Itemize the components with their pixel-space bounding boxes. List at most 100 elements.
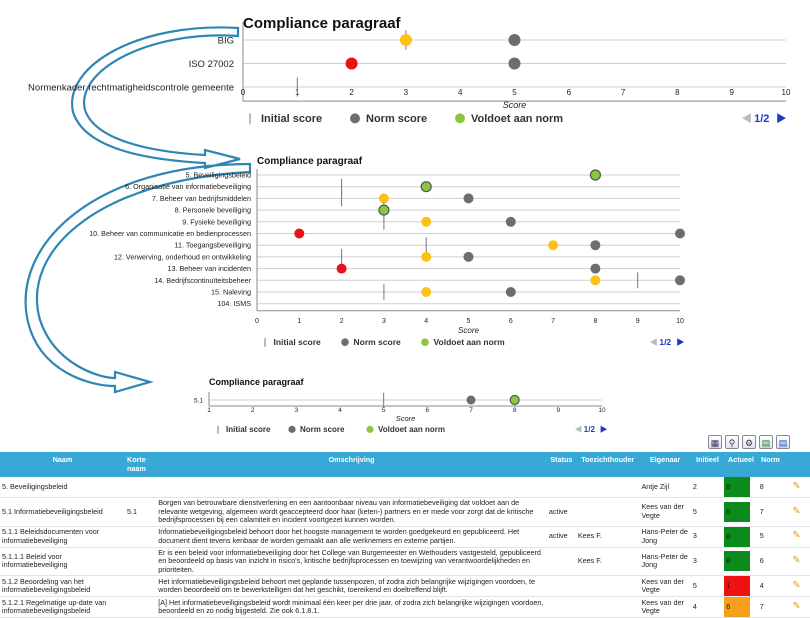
col-actueel[interactable]: Actueel — [724, 452, 758, 477]
cell-omschrijving: [A] Het informatiebeveiligingsbeleid wor… — [156, 596, 547, 618]
x-tick-label: 0 — [241, 88, 246, 97]
legend-norm-icon — [341, 338, 349, 347]
x-tick-label: 7 — [469, 407, 473, 414]
x-tick-label: 0 — [255, 318, 259, 325]
legend-initial-label[interactable]: Initial score — [261, 113, 322, 125]
col-edit — [783, 452, 810, 477]
legend-voldoet-icon — [455, 113, 465, 124]
table-row[interactable]: 5.1 Informatiebeveiligingsbeleid 5.1 Borge… — [0, 497, 810, 527]
category-label: BIG — [218, 35, 234, 46]
category-label: 12. Verwerving, onderhoud en ontwikkelin… — [114, 252, 251, 261]
legend-voldoet-label[interactable]: Voldoet aan norm — [471, 113, 563, 125]
cell-status — [546, 477, 576, 498]
legend-norm-label[interactable]: Norm score — [300, 425, 345, 434]
legend-norm-label[interactable]: Norm score — [354, 337, 402, 347]
col-korte-naam[interactable]: Korte naam — [125, 452, 157, 477]
pager-next-icon[interactable] — [600, 425, 607, 433]
table-row[interactable]: 5.1.1 Beleidsdocumenten voor informatieb… — [0, 526, 810, 548]
settings-icon[interactable]: ⚙ — [742, 435, 756, 449]
pager-next-icon[interactable] — [777, 113, 786, 124]
cell-initieel: 2 — [690, 477, 725, 498]
actueel-value: 1 — [724, 576, 751, 596]
x-tick-label: 2 — [251, 407, 255, 414]
category-label: 104. ISMS — [217, 299, 251, 308]
actual-score-point — [378, 193, 389, 204]
cell-eigenaar: Hans-Peter de Jong — [639, 547, 691, 576]
actual-score-point — [421, 287, 432, 297]
pager-prev-icon[interactable] — [575, 425, 582, 433]
cell-norm: 8 — [757, 477, 784, 498]
norm-score-point — [463, 251, 474, 262]
table-row[interactable]: 5. Beveiligingsbeleid Antje Zijl 2 8 8 ✎ — [0, 477, 810, 498]
excel-icon[interactable]: ▤ — [759, 435, 773, 449]
x-tick-label: 9 — [557, 407, 561, 414]
legend-norm-label[interactable]: Norm score — [366, 113, 427, 125]
legend-voldoet-label[interactable]: Voldoet aan norm — [378, 425, 445, 434]
cell-eigenaar: Kees van der Vegte — [639, 596, 691, 618]
cell-actueel: 8 — [724, 547, 758, 576]
actual-score-point — [399, 34, 412, 46]
pager-label: 1/2 — [659, 337, 671, 347]
x-tick-label: 5 — [382, 407, 386, 414]
word-icon[interactable]: ▤ — [776, 435, 790, 449]
cell-toezichthouder — [575, 497, 640, 527]
cell-eigenaar: Antje Zijl — [639, 477, 691, 498]
category-label: 10. Beheer van communicatie en bedienpro… — [89, 229, 251, 238]
compliance-chart-bottom: Compliance paragraaf 5.1 1 2 3 4 5 6 7 8 9 10 Score I… — [194, 377, 607, 434]
col-status[interactable]: Status — [546, 452, 576, 477]
pager-next-icon[interactable] — [677, 338, 684, 346]
x-tick-label: 8 — [593, 318, 597, 325]
x-tick-label: 3 — [404, 88, 409, 97]
cell-norm: 7 — [757, 497, 784, 527]
filter-icon[interactable]: ⚲ — [725, 435, 739, 449]
legend-voldoet-icon — [421, 338, 429, 347]
edit-pencil-icon[interactable]: ✎ — [783, 596, 810, 618]
table-toolbar: ▦ ⚲ ⚙ ▤ ▤ — [708, 435, 790, 449]
pager-prev-icon[interactable] — [650, 338, 657, 346]
category-label: 5.1 — [194, 397, 203, 404]
legend-voldoet-label[interactable]: Voldoet aan norm — [434, 337, 506, 347]
actueel-value: 8 — [724, 526, 751, 547]
x-tick-label: 3 — [295, 407, 299, 414]
col-naam[interactable]: Naam — [0, 452, 125, 477]
x-tick-label: 8 — [675, 88, 680, 97]
legend-initial-label[interactable]: Initial score — [274, 337, 322, 347]
table-row[interactable]: 5.1.2.1 Regelmatige up-date van informat… — [0, 596, 810, 618]
cell-actueel: 8 — [724, 526, 758, 548]
norm-score-point — [675, 228, 685, 239]
col-eigenaar[interactable]: Eigenaar — [639, 452, 691, 477]
cell-eigenaar: Hans-Peter de Jong — [639, 526, 691, 548]
x-tick-label: 10 — [598, 407, 606, 414]
category-label: 14. Bedrijfscontinuïteitsbeheer — [154, 276, 251, 285]
edit-pencil-icon[interactable]: ✎ — [783, 477, 810, 498]
calendar-icon[interactable]: ▦ — [708, 435, 722, 449]
norm-score-point — [466, 395, 476, 405]
edit-pencil-icon[interactable]: ✎ — [783, 526, 810, 548]
category-label: 6. Organisatie van informatiebeveiliging — [125, 182, 251, 191]
edit-pencil-icon[interactable]: ✎ — [783, 575, 810, 597]
cell-korte-naam — [125, 477, 157, 498]
x-tick-label: 4 — [338, 407, 342, 414]
pager-prev-icon[interactable] — [742, 113, 751, 124]
col-omschrijving[interactable]: Omschrijving — [156, 452, 547, 477]
edit-pencil-icon[interactable]: ✎ — [783, 547, 810, 576]
col-initieel[interactable]: Initieel — [690, 452, 725, 477]
col-toezichthouder[interactable]: Toezichthouder — [575, 452, 640, 477]
edit-pencil-icon[interactable]: ✎ — [783, 497, 810, 527]
category-label: 11. Toegangsbeveiliging — [175, 241, 251, 250]
category-label: 15. Naleving — [211, 288, 251, 297]
cell-actueel: 8 — [724, 497, 758, 527]
actueel-value: 8 — [724, 551, 751, 572]
table-row[interactable]: 5.1.2 Beoordeling van het informatiebeve… — [0, 575, 810, 597]
x-axis-label: Score — [503, 100, 527, 110]
x-tick-label: 9 — [729, 88, 734, 97]
cell-eigenaar: Kees van der Vegte — [639, 497, 691, 527]
table-row[interactable]: 5.1.1.1 Beleid voor informatiebeveiligin… — [0, 547, 810, 576]
cell-omschrijving — [156, 477, 547, 498]
actual-score-point — [420, 181, 432, 193]
actual-score-point — [509, 394, 520, 406]
cell-status — [546, 575, 576, 597]
col-norm[interactable]: Norm — [757, 452, 784, 477]
legend-initial-label[interactable]: Initial score — [226, 425, 271, 434]
pager-label: 1/2 — [584, 425, 596, 434]
